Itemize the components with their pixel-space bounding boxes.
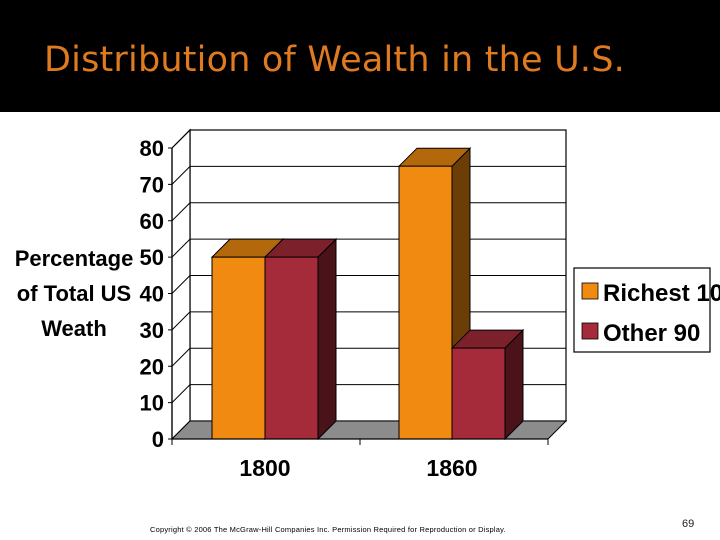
legend: Richest 10 Other 90 xyxy=(573,267,720,353)
gridline-diagonal xyxy=(171,202,191,222)
y-tick-label: 30 xyxy=(140,318,164,343)
slide-title: Distribution of Wealth in the U.S. xyxy=(44,40,625,80)
y-tick-label: 50 xyxy=(140,245,164,270)
gridline-diagonal xyxy=(171,384,191,403)
bar-richest-10-1860 xyxy=(397,146,472,441)
y-axis-label-line-3: Weath xyxy=(41,316,107,341)
y-axis-label-line-2: of Total US xyxy=(17,281,131,306)
bar-front-face xyxy=(211,256,266,440)
x-category-label: 1860 xyxy=(426,455,477,481)
bar-side-face xyxy=(317,237,337,441)
y-tick-label: 10 xyxy=(140,391,164,416)
bar-front-face xyxy=(398,165,453,440)
legend-label-richest-10: Richest 10 xyxy=(603,280,720,307)
bar-other-90-1860 xyxy=(450,328,525,441)
legend-swatch-other-90 xyxy=(581,322,599,340)
y-tick-label: 80 xyxy=(140,136,164,161)
y-tick-label: 40 xyxy=(140,282,164,307)
y-tick-label: 20 xyxy=(140,354,164,379)
y-tick-label: 70 xyxy=(140,172,164,197)
x-axis-categories: 1800 1860 xyxy=(171,438,549,481)
gridline-diagonal xyxy=(171,166,191,185)
bar-front-face xyxy=(264,256,319,440)
x-category-label: 1800 xyxy=(239,455,290,481)
y-axis-label-line-1: Percentage xyxy=(15,246,134,271)
bar-front-face xyxy=(451,347,506,440)
bar-other-90-1800 xyxy=(263,237,338,441)
gridline-diagonal xyxy=(171,129,191,149)
gridline-diagonal xyxy=(171,275,191,294)
legend-swatch-richest-10 xyxy=(581,282,599,300)
title-bar xyxy=(0,0,720,112)
y-tick-label: 60 xyxy=(140,209,164,234)
copyright-notice: Copyright © 2006 The McGraw-Hill Compani… xyxy=(150,525,506,534)
bars-group xyxy=(210,146,525,441)
gridline-diagonal xyxy=(171,311,191,331)
gridline-diagonal xyxy=(171,238,191,258)
page-number: 69 xyxy=(682,518,695,530)
y-tick-label: 0 xyxy=(152,427,164,452)
y-axis-ticks: 0 10 20 30 40 50 60 70 80 xyxy=(140,136,173,452)
gridline-diagonal xyxy=(171,347,191,367)
bar-side-face xyxy=(504,328,524,441)
bar-chart: 0 10 20 30 40 50 60 70 80 1800 1860 Percentage of… xyxy=(15,128,720,481)
legend-label-other-90: Other 90 xyxy=(603,320,700,347)
